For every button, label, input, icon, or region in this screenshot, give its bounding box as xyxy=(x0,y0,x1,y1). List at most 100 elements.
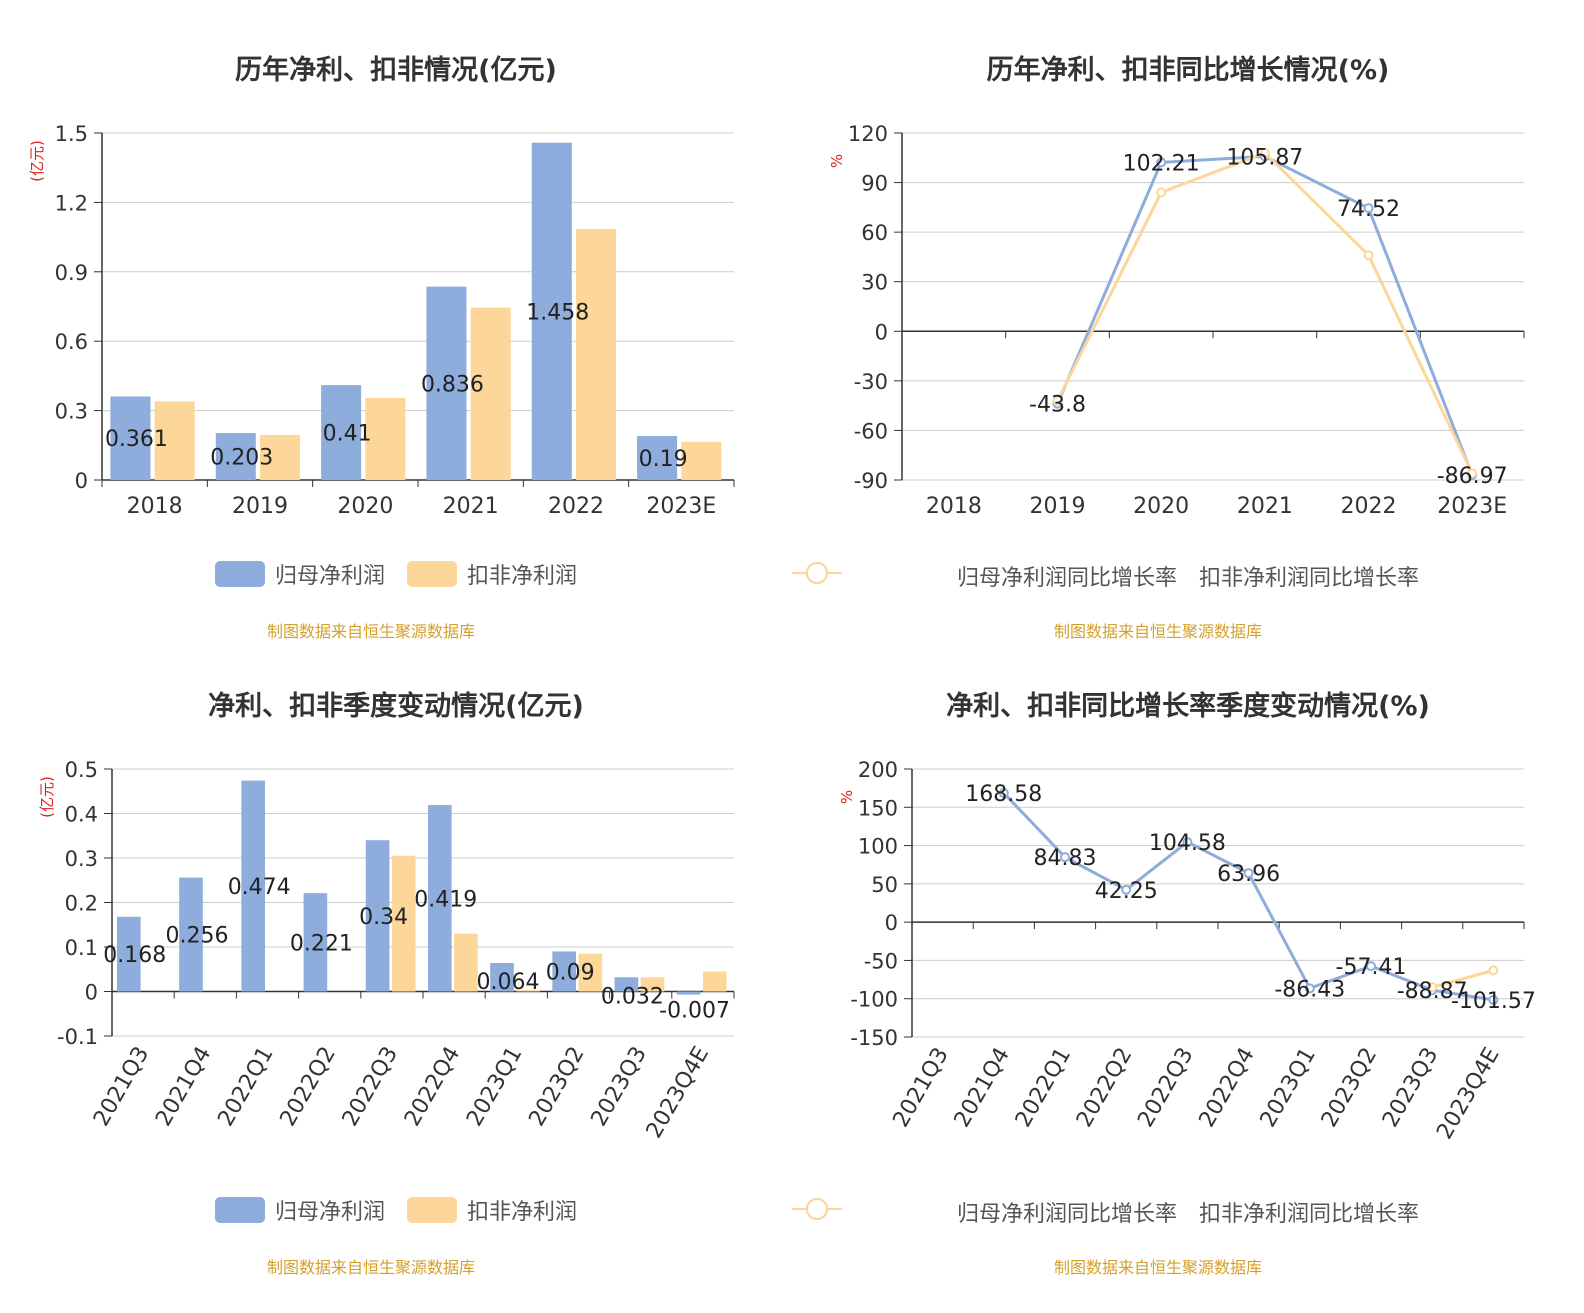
bar-net-profit xyxy=(241,780,266,992)
legend: 归母净利润 扣非净利润 xyxy=(0,558,792,590)
legend-label: 扣非净利润 xyxy=(467,1200,578,1225)
y-tick-label: 0.2 xyxy=(65,892,98,916)
legend-item-net-profit[interactable]: 归母净利润 xyxy=(214,1194,385,1226)
data-label: 0.836 xyxy=(421,372,484,397)
legend-item-net-profit-growth[interactable]: 归母净利润同比增长率 xyxy=(792,1196,1177,1228)
point-deducted-profit-growth xyxy=(1427,982,1438,993)
x-tick-label: 2022Q1 xyxy=(213,1043,278,1131)
data-label: -86.43 xyxy=(1274,977,1345,1002)
y-tick-label: 60 xyxy=(861,221,888,245)
y-tick-label: -50 xyxy=(864,949,898,973)
data-label: -88.87 xyxy=(1397,979,1468,1004)
y-tick-label: 120 xyxy=(848,122,888,146)
y-tick-label: 0.1 xyxy=(65,936,98,960)
legend-label: 归母净利润 xyxy=(274,564,385,589)
y-tick-label: -30 xyxy=(854,370,888,394)
y-tick-label: 0.5 xyxy=(65,758,98,782)
data-label: 0.09 xyxy=(546,960,595,985)
y-tick-label: 0.4 xyxy=(65,803,98,827)
data-label: 1.458 xyxy=(526,300,589,325)
quarterly-profit-panel: 净利、扣非季度变动情况(亿元) -0.1 0 0.1 0.2 0.3 0.4 0.5 2021… xyxy=(0,636,792,1292)
bar-net-profit xyxy=(321,385,362,480)
bar-net-profit xyxy=(426,286,467,480)
point-net-profit-growth xyxy=(1243,868,1254,879)
legend-item-deducted-profit[interactable]: 扣非净利润 xyxy=(407,558,577,590)
data-label: 74.52 xyxy=(1337,197,1400,222)
data-label: -0.007 xyxy=(659,999,730,1024)
x-tick-label: 2022 xyxy=(1341,494,1397,519)
y-tick-label: -90 xyxy=(854,469,888,493)
y-tick-label: 100 xyxy=(858,835,898,859)
x-tick-label: 2020 xyxy=(1133,494,1189,519)
quarterly-growth-panel: 净利、扣非同比增长率季度变动情况(%) -150 -100 -50 0 50 100 150… xyxy=(792,636,1584,1292)
data-source-note: 制图数据来自恒生聚源数据库 xyxy=(1053,1258,1262,1277)
data-label: 0.34 xyxy=(359,905,408,930)
bar-net-profit xyxy=(179,877,203,992)
series-line-deducted-profit-growth xyxy=(1431,968,1494,989)
y-tick-label: 0 xyxy=(885,911,898,935)
data-label: 0.41 xyxy=(323,422,372,447)
legend-item-net-profit-growth[interactable]: 归母净利润同比增长率 xyxy=(792,560,1177,592)
data-label: 0.361 xyxy=(105,427,168,452)
x-tick-label: 2022Q4 xyxy=(1194,1044,1259,1132)
x-tick-label: 2023Q4E xyxy=(1432,1044,1504,1144)
point-net-profit-growth xyxy=(1363,203,1374,214)
chart-title: 历年净利、扣非同比增长情况(%) xyxy=(986,55,1390,86)
data-label: 0.19 xyxy=(639,447,688,472)
y-axis-unit-label: (亿元) xyxy=(38,776,56,818)
bar-net-profit xyxy=(614,977,639,992)
bar-deducted-profit xyxy=(260,434,301,480)
annual-profit-bar-chart: 0 0.3 0.6 0.9 1.2 1.5 2018 2019 2020 2021 2022 2023… xyxy=(28,122,735,519)
y-tick-label: -0.1 xyxy=(57,1025,98,1049)
bar-net-profit xyxy=(365,840,390,992)
data-label: 63.96 xyxy=(1217,862,1280,887)
data-label: 0.474 xyxy=(228,875,291,900)
data-label: 84.83 xyxy=(1034,846,1097,871)
bar-net-profit xyxy=(116,916,141,992)
x-tick-label: 2023Q4E xyxy=(642,1043,714,1143)
annual-growth-panel: 历年净利、扣非同比增长情况(%) -90 -60 -30 0 30 60 90 120 2018… xyxy=(792,0,1584,656)
x-tick-label: 2018 xyxy=(127,494,183,519)
annual-growth-line-chart: -90 -60 -30 0 30 60 90 120 2018 2019 2020 2021 2022 2… xyxy=(828,122,1525,519)
bar-net-profit xyxy=(676,991,701,995)
bar-deducted-profit xyxy=(365,397,406,480)
y-tick-label: 30 xyxy=(861,271,888,295)
data-label: -101.57 xyxy=(1451,989,1536,1014)
x-tick-label: 2019 xyxy=(1030,494,1086,519)
x-tick-label: 2021Q4 xyxy=(950,1044,1015,1132)
series-line-net-profit-growth xyxy=(1056,154,1474,476)
data-label: 0.203 xyxy=(210,446,273,471)
y-tick-label: 150 xyxy=(858,796,898,820)
legend: 归母净利润 扣非净利润 xyxy=(0,1194,792,1226)
x-tick-label: 2019 xyxy=(232,494,288,519)
x-tick-label: 2021 xyxy=(1237,494,1293,519)
x-tick-label: 2018 xyxy=(926,494,982,519)
legend-item-net-profit[interactable]: 归母净利润 xyxy=(214,558,385,590)
data-label: 168.58 xyxy=(965,782,1042,807)
point-deducted-profit-growth xyxy=(1052,395,1063,406)
x-tick-label: 2021 xyxy=(443,494,499,519)
data-label: -43.8 xyxy=(1029,393,1086,418)
legend-item-deducted-profit[interactable]: 扣非净利润 xyxy=(407,1194,577,1226)
bar-net-profit xyxy=(215,433,256,480)
point-net-profit-growth xyxy=(1182,837,1193,848)
legend-label: 扣非净利润同比增长率 xyxy=(1199,1202,1420,1227)
point-net-profit-growth xyxy=(1060,852,1070,863)
legend-item-deducted-profit-growth[interactable]: 扣非净利润同比增长率 xyxy=(792,1196,1420,1228)
bar-deducted-profit xyxy=(702,971,727,992)
point-deducted-profit-growth xyxy=(1259,147,1270,158)
data-label: 0.419 xyxy=(414,887,477,912)
series-line-net-profit-growth xyxy=(1002,792,1494,1002)
data-label: -57.41 xyxy=(1336,955,1407,980)
x-tick-label: 2022Q2 xyxy=(276,1043,341,1131)
legend-label: 扣非净利润 xyxy=(467,564,578,589)
point-net-profit-growth xyxy=(1156,157,1167,168)
x-tick-label: 2023Q3 xyxy=(587,1043,652,1131)
bar-deducted-profit xyxy=(391,855,416,992)
x-tick-label: 2021Q3 xyxy=(888,1044,953,1132)
point-net-profit-growth xyxy=(1304,983,1315,994)
data-label: 0.168 xyxy=(103,943,166,968)
chart-title: 历年净利、扣非情况(亿元) xyxy=(235,55,557,86)
legend-item-deducted-profit-growth[interactable]: 扣非净利润同比增长率 xyxy=(792,560,1419,592)
y-axis-unit-label: (亿元) xyxy=(28,140,46,182)
